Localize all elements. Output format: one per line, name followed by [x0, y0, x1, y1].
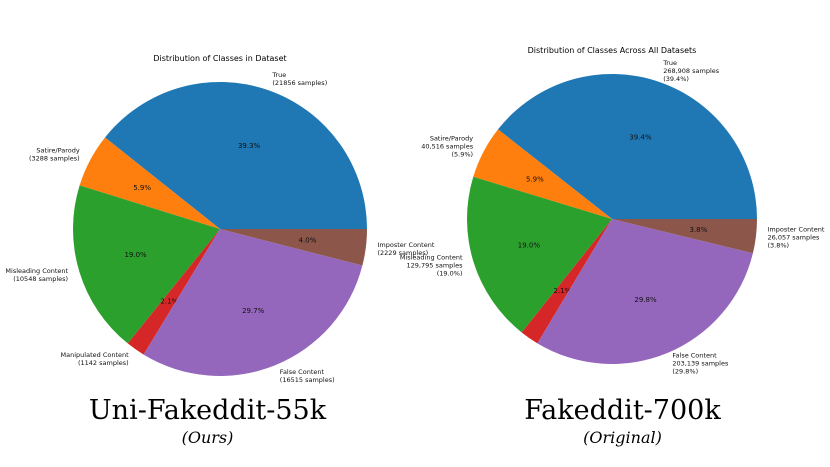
left-outer-label-false-content-name: False Content — [280, 368, 325, 376]
right-pct-label-imposter-content: 3.8% — [690, 226, 708, 234]
left-slice-imposter-content — [220, 229, 367, 266]
right-subcaption: (Original) — [583, 428, 662, 447]
left-outer-label-imposter-content-name: Imposter Content — [378, 241, 435, 249]
left-outer-label-satire-parody-name: Satire/Parody — [36, 147, 79, 155]
left-outer-label-manipulated-content-detail: (1142 samples) — [78, 359, 129, 367]
left-pct-label-satire-parody: 5.9% — [133, 184, 151, 192]
right-pie-chart: Distribution of Classes Across All Datas… — [400, 46, 825, 376]
left-slice-true — [104, 82, 368, 230]
right-slice-satire-parody — [473, 129, 612, 219]
right-outer-label-imposter-content-name: Imposter Content — [768, 226, 825, 234]
right-outer-label-satire-parody-detail: 40,516 samples — [421, 143, 473, 151]
left-pct-label-manipulated-content: 2.1% — [160, 298, 178, 306]
right-slice-misleading-content — [467, 176, 612, 333]
left-subcaption: (Ours) — [181, 428, 234, 447]
right-pct-label-misleading-content: 19.0% — [518, 241, 541, 249]
left-slice-manipulated-content — [127, 229, 220, 355]
right-pct-label-satire-parody: 5.9% — [526, 175, 544, 183]
right-caption: Fakeddit-700k — [524, 395, 721, 426]
left-pct-label-imposter-content: 4.0% — [299, 237, 317, 245]
right-slice-manipulated-content — [521, 219, 612, 344]
left-caption: Uni-Fakeddit-55k — [88, 395, 327, 426]
left-chart-panel: Distribution of Classes in Dataset 39.3% T… — [5, 54, 434, 447]
left-slice-false-content — [143, 229, 363, 376]
left-slice-misleading-content — [72, 185, 220, 344]
left-outer-label-false-content-detail: (16515 samples) — [280, 376, 335, 384]
left-outer-label-satire-parody: Satire/Parody(3288 samples) — [29, 147, 80, 163]
left-outer-label-true: True(21856 samples) — [271, 71, 327, 87]
right-outer-label-false-content-detail: (29.8%) — [672, 368, 698, 376]
right-outer-label-true-detail: (39.4%) — [663, 75, 689, 83]
left-outer-label-satire-parody-detail: (3288 samples) — [29, 155, 80, 163]
left-outer-label-imposter-content-detail: (2229 samples) — [378, 249, 429, 257]
right-outer-label-false-content-name: False Content — [672, 352, 717, 360]
left-chart-title: Distribution of Classes in Dataset — [153, 54, 286, 63]
right-outer-label-satire-parody-detail: (5.9%) — [452, 151, 474, 159]
left-outer-label-misleading-content-detail: (10548 samples) — [13, 275, 68, 283]
right-pct-label-manipulated-content: 2.1% — [554, 287, 572, 295]
left-pct-label-false-content: 29.7% — [242, 307, 265, 315]
left-pct-label-misleading-content: 19.0% — [124, 251, 147, 259]
left-outer-label-misleading-content-name: Misleading Content — [5, 267, 68, 275]
right-pct-label-true: 39.4% — [629, 133, 652, 141]
right-outer-label-true-name: True — [662, 59, 677, 67]
right-slice-false-content — [537, 219, 753, 364]
left-outer-label-false-content: False Content(16515 samples) — [280, 368, 335, 384]
right-slice-true — [497, 74, 757, 219]
right-outer-label-imposter-content-detail: (3.8%) — [768, 242, 790, 250]
left-pie-chart: Distribution of Classes in Dataset 39.3% T… — [5, 54, 434, 384]
right-outer-label-misleading-content-name: Misleading Content — [400, 254, 463, 262]
left-outer-label-manipulated-content-name: Manipulated Content — [61, 351, 130, 359]
right-slice-imposter-content — [612, 219, 757, 254]
right-outer-label-true-detail: 268,908 samples — [663, 67, 720, 75]
right-pct-label-false-content: 29.8% — [634, 296, 657, 304]
right-outer-label-imposter-content-detail: 26,057 samples — [768, 234, 820, 242]
right-outer-label-misleading-content-detail: 129,795 samples — [407, 262, 464, 270]
right-outer-label-satire-parody-name: Satire/Parody — [430, 135, 473, 143]
left-outer-label-imposter-content: Imposter Content(2229 samples) — [378, 241, 435, 257]
right-outer-label-misleading-content-detail: (19.0%) — [437, 270, 463, 278]
left-outer-label-manipulated-content: Manipulated Content(1142 samples) — [61, 351, 130, 367]
left-outer-label-misleading-content: Misleading Content(10548 samples) — [5, 267, 68, 283]
left-outer-label-true-detail: (21856 samples) — [272, 79, 327, 87]
right-chart-panel: Distribution of Classes Across All Datas… — [400, 0, 830, 467]
right-chart-title: Distribution of Classes Across All Datas… — [528, 46, 697, 55]
left-pct-label-true: 39.3% — [238, 142, 261, 150]
left-outer-label-true-name: True — [271, 71, 286, 79]
right-outer-label-false-content-detail: 203,139 samples — [672, 360, 729, 368]
left-slice-satire-parody — [79, 137, 220, 229]
